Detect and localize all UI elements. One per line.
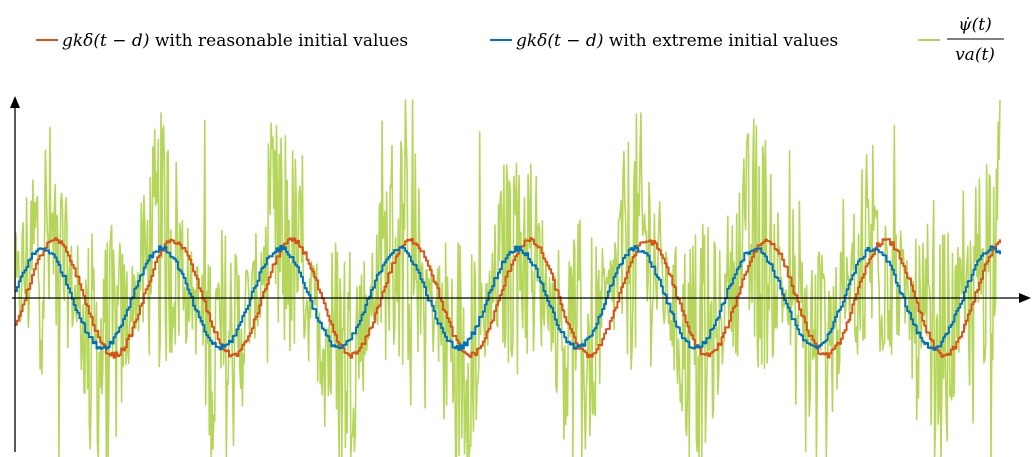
legend-item-extreme: gkδ(t − d) with extreme initial values xyxy=(490,31,838,51)
axes xyxy=(10,96,1031,452)
series-reasonable-line xyxy=(15,237,1001,359)
series-extreme-line xyxy=(15,244,1001,351)
svg-text:gkδ(t − d) with extreme initia: gkδ(t − d) with extreme initial values xyxy=(516,31,838,51)
svg-text:gkδ(t − d) with reasonable ini: gkδ(t − d) with reasonable initial value… xyxy=(62,31,408,51)
y-axis-arrow xyxy=(10,96,20,108)
legend-label-reasonable-text: with reasonable initial values xyxy=(149,31,408,51)
legend: gkδ(t − d) with reasonable initial value… xyxy=(36,15,1004,65)
legend-item-measured: ψ̇(t) va(t) xyxy=(918,15,1004,65)
legend-label-measured-num: ψ̇(t) xyxy=(958,15,991,35)
legend-item-reasonable: gkδ(t − d) with reasonable initial value… xyxy=(36,31,408,51)
legend-label-measured-den: va(t) xyxy=(955,45,995,65)
legend-label-reasonable-math: gkδ(t − d) xyxy=(62,31,149,51)
legend-label-extreme-math: gkδ(t − d) xyxy=(516,31,603,51)
plot-area xyxy=(14,99,1001,457)
x-axis-arrow xyxy=(1019,293,1031,303)
legend-label-extreme-text: with extreme initial values xyxy=(603,31,838,51)
